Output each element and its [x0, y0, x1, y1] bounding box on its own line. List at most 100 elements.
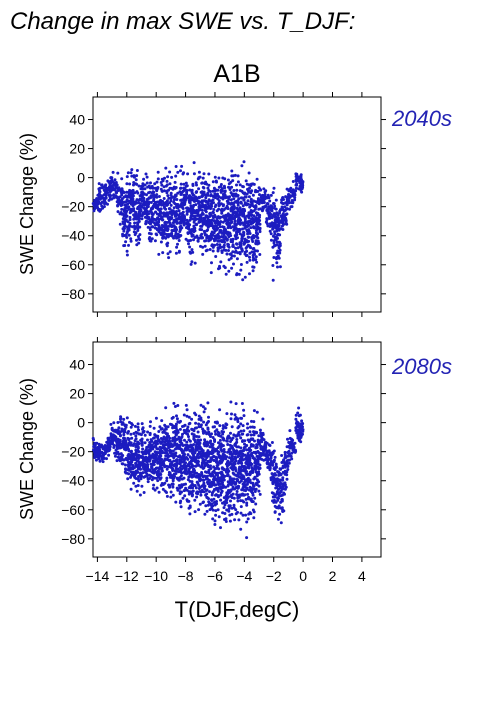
- data-point: [197, 187, 201, 191]
- data-point: [136, 227, 140, 231]
- data-point: [243, 192, 246, 196]
- data-point: [233, 466, 237, 470]
- data-point: [171, 485, 175, 489]
- data-point: [257, 207, 261, 211]
- data-point: [245, 503, 249, 507]
- data-point: [265, 218, 269, 222]
- data-point: [193, 438, 197, 442]
- data-point: [143, 433, 147, 437]
- data-point: [226, 178, 230, 182]
- data-point: [130, 168, 134, 172]
- data-point: [245, 444, 249, 447]
- data-point: [250, 443, 254, 447]
- data-point: [215, 420, 219, 424]
- data-point: [241, 458, 245, 462]
- data-point: [150, 184, 154, 188]
- data-point: [197, 439, 201, 443]
- data-point: [186, 220, 190, 224]
- data-point: [215, 217, 219, 221]
- data-point: [213, 519, 217, 523]
- data-point: [197, 208, 201, 212]
- data-point: [237, 425, 241, 428]
- data-point: [194, 421, 198, 425]
- data-point: [235, 257, 239, 261]
- data-point: [231, 179, 235, 183]
- data-point: [231, 250, 235, 254]
- data-point: [179, 499, 183, 503]
- data-point: [297, 406, 301, 410]
- data-point: [240, 462, 244, 465]
- data-point: [268, 462, 272, 465]
- data-point: [234, 402, 238, 406]
- data-point: [230, 512, 234, 516]
- data-point: [209, 481, 213, 485]
- data-point: [195, 183, 198, 187]
- data-point: [228, 519, 232, 523]
- data-point: [165, 467, 169, 471]
- data-point: [277, 496, 280, 500]
- data-point: [112, 421, 116, 425]
- data-point: [223, 474, 227, 478]
- data-point: [236, 486, 240, 490]
- data-point: [277, 224, 281, 228]
- data-point: [263, 190, 267, 194]
- y-tick-label: 20: [69, 141, 85, 157]
- data-point: [206, 482, 210, 485]
- data-point: [241, 278, 245, 282]
- data-point: [245, 501, 249, 505]
- data-point: [133, 439, 137, 443]
- data-point: [204, 504, 208, 508]
- data-point: [186, 470, 190, 474]
- data-point: [159, 441, 163, 445]
- data-point: [235, 233, 239, 237]
- data-point: [96, 206, 99, 209]
- data-point: [186, 425, 190, 429]
- data-point: [252, 265, 256, 269]
- data-point: [165, 458, 169, 461]
- data-point: [132, 175, 136, 179]
- data-point: [241, 234, 245, 238]
- data-point: [215, 487, 219, 491]
- data-point: [205, 488, 209, 492]
- data-point: [181, 496, 185, 500]
- data-point: [281, 478, 285, 482]
- data-point: [232, 201, 236, 205]
- data-point: [254, 502, 258, 506]
- data-point: [264, 446, 268, 450]
- panel-label-2040s: 2040s: [391, 106, 452, 131]
- data-point: [253, 439, 256, 443]
- data-point: [297, 187, 301, 191]
- data-point: [218, 202, 222, 206]
- data-point: [159, 473, 163, 476]
- data-point: [200, 224, 204, 228]
- data-point: [153, 460, 157, 464]
- data-point: [239, 429, 243, 433]
- data-point: [230, 425, 234, 429]
- data-point: [262, 452, 266, 456]
- data-point: [243, 442, 246, 446]
- data-point: [124, 211, 128, 215]
- data-point: [203, 474, 207, 478]
- data-point: [240, 416, 244, 420]
- data-point: [271, 463, 275, 467]
- data-point: [280, 454, 284, 457]
- data-point: [150, 206, 154, 210]
- data-point: [236, 478, 240, 482]
- data-point: [150, 439, 154, 443]
- data-point: [274, 207, 278, 211]
- data-point: [233, 219, 237, 223]
- data-point: [242, 448, 246, 452]
- data-point: [284, 218, 288, 222]
- data-point: [215, 448, 218, 452]
- data-point: [236, 510, 239, 514]
- data-point: [286, 468, 290, 471]
- data-point: [232, 189, 236, 192]
- data-point: [147, 212, 151, 216]
- data-point: [272, 460, 276, 464]
- data-point: [239, 479, 243, 483]
- data-point: [152, 436, 155, 440]
- data-point: [171, 493, 175, 497]
- data-point: [256, 440, 260, 444]
- data-point: [135, 182, 139, 186]
- data-point: [221, 231, 225, 235]
